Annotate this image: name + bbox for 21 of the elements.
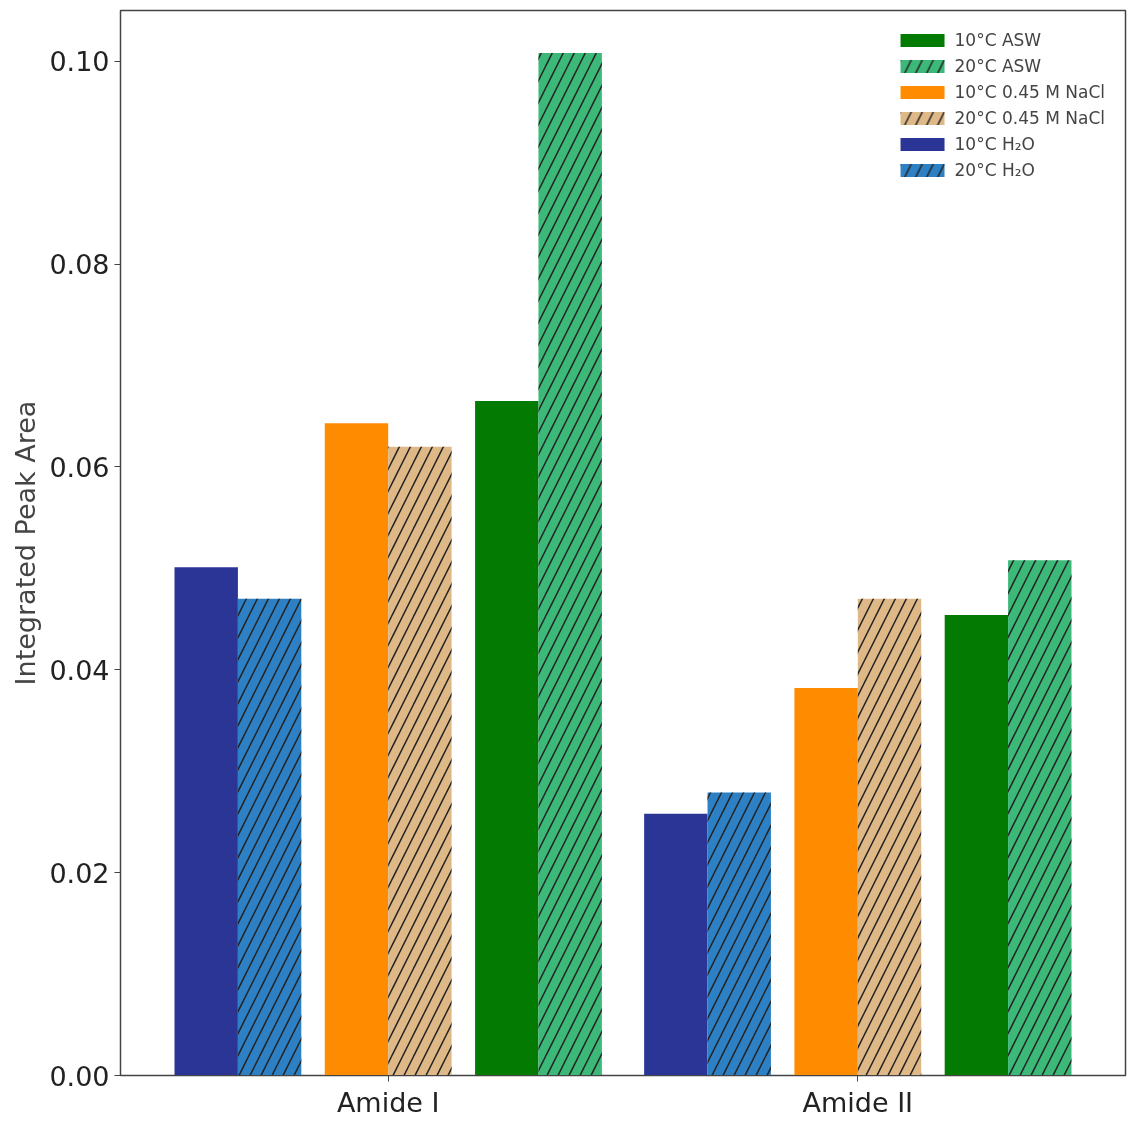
x-tick-label: Amide II: [802, 1086, 914, 1118]
legend-label: 20°C H₂O: [954, 160, 1035, 180]
legend-label: 10°C ASW: [954, 30, 1042, 50]
y-tick-label: 0.04: [49, 654, 110, 686]
bar: [944, 615, 1009, 1076]
legend-label: 20°C 0.45 M NaCl: [954, 108, 1105, 128]
y-tick-label: 0.02: [49, 857, 110, 889]
y-tick-label: 0.06: [49, 451, 110, 483]
x-tick-label: Amide I: [336, 1086, 440, 1118]
bar: [644, 813, 708, 1076]
bar: [174, 567, 238, 1076]
y-tick-label: 0.08: [49, 249, 110, 281]
bar: [324, 423, 389, 1076]
y-axis-title: Integrated Peak Area: [10, 400, 42, 686]
legend-label: 10°C 0.45 M NaCl: [954, 82, 1105, 102]
legend-label: 10°C H₂O: [954, 134, 1035, 154]
y-tick-label: 0.10: [49, 46, 110, 78]
bar: [794, 688, 858, 1076]
legend-label: 20°C ASW: [954, 56, 1042, 76]
bar: [475, 401, 539, 1076]
y-tick-label: 0.00: [49, 1060, 110, 1092]
